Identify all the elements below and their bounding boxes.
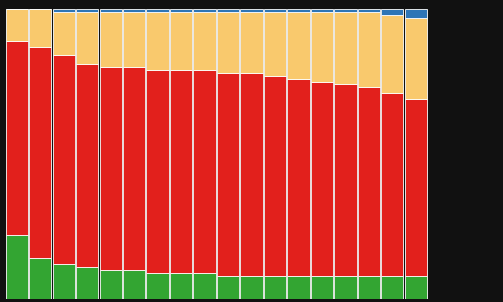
Bar — [76, 12, 98, 64]
Bar — [334, 9, 357, 12]
Bar — [264, 12, 286, 76]
Bar — [311, 276, 333, 299]
Bar — [404, 276, 427, 299]
Bar — [170, 273, 192, 299]
Bar — [193, 12, 216, 70]
Bar — [264, 276, 286, 299]
Bar — [123, 9, 145, 12]
Bar — [29, 47, 51, 259]
Bar — [240, 9, 263, 12]
Bar — [358, 276, 380, 299]
Bar — [358, 87, 380, 276]
Bar — [76, 267, 98, 299]
Bar — [358, 9, 380, 12]
Bar — [381, 15, 403, 93]
Bar — [52, 9, 75, 12]
Bar — [76, 64, 98, 267]
Bar — [287, 79, 309, 276]
Bar — [146, 12, 169, 70]
Bar — [170, 9, 192, 12]
Bar — [6, 41, 28, 235]
Bar — [193, 273, 216, 299]
Bar — [193, 70, 216, 273]
Bar — [404, 99, 427, 276]
Bar — [311, 82, 333, 276]
Bar — [381, 93, 403, 276]
Bar — [76, 9, 98, 12]
Bar — [381, 9, 403, 15]
Bar — [100, 9, 122, 12]
Bar — [264, 76, 286, 276]
Bar — [123, 270, 145, 299]
Bar — [240, 73, 263, 276]
Bar — [52, 56, 75, 264]
Bar — [358, 12, 380, 87]
Bar — [287, 9, 309, 12]
Bar — [100, 67, 122, 270]
Bar — [123, 12, 145, 67]
Bar — [381, 276, 403, 299]
Bar — [146, 70, 169, 273]
Bar — [287, 276, 309, 299]
Bar — [404, 9, 427, 18]
Bar — [404, 18, 427, 99]
Bar — [240, 12, 263, 73]
Bar — [264, 9, 286, 12]
Bar — [311, 12, 333, 82]
Bar — [29, 259, 51, 299]
Bar — [311, 9, 333, 12]
Bar — [334, 12, 357, 85]
Bar — [123, 67, 145, 270]
Bar — [146, 273, 169, 299]
Bar — [240, 276, 263, 299]
Bar — [217, 12, 239, 73]
Bar — [6, 235, 28, 299]
Bar — [287, 12, 309, 79]
Bar — [217, 73, 239, 276]
Bar — [170, 12, 192, 70]
Bar — [170, 70, 192, 273]
Bar — [6, 9, 28, 41]
Bar — [146, 9, 169, 12]
Bar — [334, 85, 357, 276]
Bar — [193, 9, 216, 12]
Bar — [52, 264, 75, 299]
Bar — [52, 12, 75, 56]
Bar — [29, 9, 51, 47]
Bar — [100, 12, 122, 67]
Bar — [217, 9, 239, 12]
Bar — [100, 270, 122, 299]
Bar — [334, 276, 357, 299]
Bar — [217, 276, 239, 299]
